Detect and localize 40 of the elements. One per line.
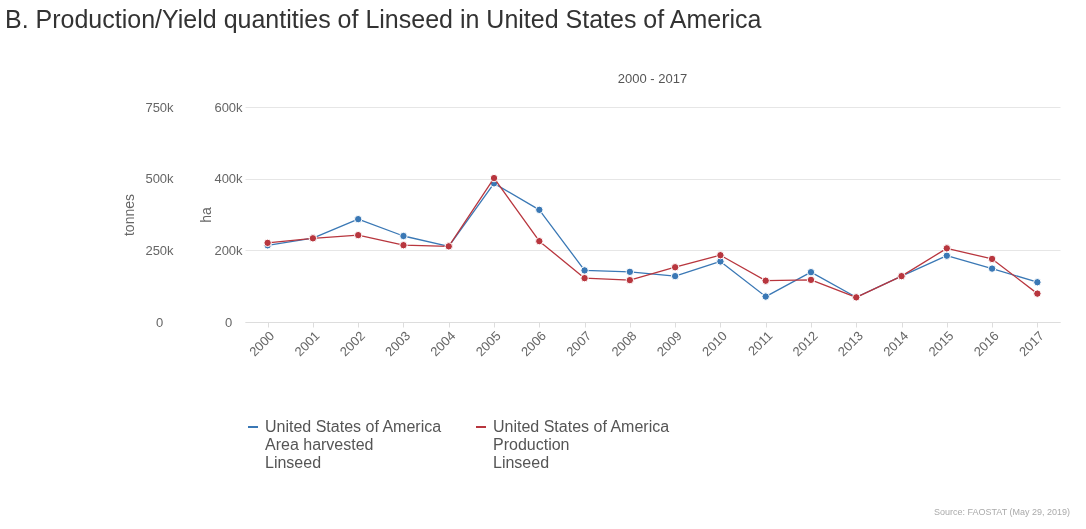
point [1033, 289, 1042, 298]
point [1033, 278, 1042, 287]
y-axis-title: ha [198, 207, 215, 223]
point [761, 276, 770, 285]
y2-axis-title: tonnes [121, 193, 138, 237]
chart-title: B. Production/Yield quantities of Linseed in United States of America [5, 5, 762, 33]
point [942, 244, 952, 253]
point [987, 264, 997, 273]
legend-label: United States of America Production Linseed [493, 418, 670, 471]
y-tick-label: 400k [214, 171, 244, 187]
point [489, 173, 499, 183]
point [399, 231, 408, 241]
point [670, 263, 680, 272]
point [353, 214, 363, 224]
y-tick-label: 600k [214, 99, 244, 115]
point [942, 251, 952, 260]
point [580, 273, 589, 283]
point [535, 205, 544, 215]
y2-tick-label: 250k [145, 242, 175, 258]
point [716, 257, 725, 266]
point [353, 230, 363, 240]
source-note: Source: FAOSTAT (May 29, 2019) [933, 507, 1070, 517]
point [580, 266, 589, 275]
y2-tick-label: 500k [145, 171, 175, 187]
legend-label: United States of America Area harvested Linseed [265, 418, 442, 471]
point [987, 254, 997, 264]
point [761, 292, 770, 301]
chart-subtitle: 2000 - 2017 [617, 71, 688, 86]
point [806, 275, 816, 285]
y2-tick-label: 0 [155, 314, 164, 330]
point [670, 271, 680, 281]
point [399, 240, 408, 250]
point [625, 267, 635, 277]
y-tick-label: 200k [214, 242, 244, 258]
point [535, 236, 544, 246]
point [716, 251, 725, 260]
point [806, 267, 816, 277]
y2-tick-label: 750k [145, 99, 175, 115]
point [625, 275, 635, 285]
y-tick-label: 0 [224, 314, 233, 330]
